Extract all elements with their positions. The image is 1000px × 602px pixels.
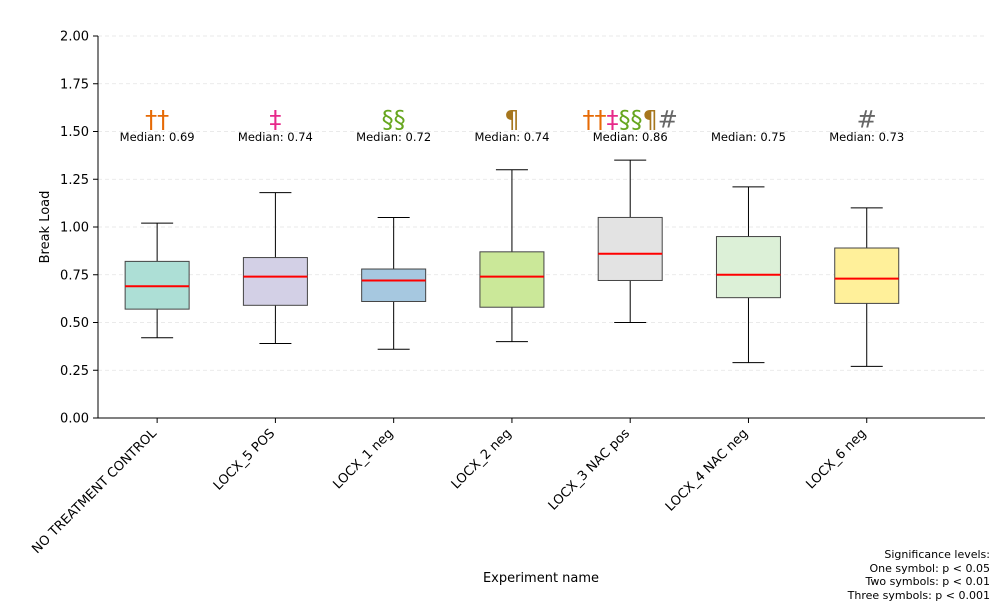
significance-markers: # xyxy=(857,106,877,134)
significance-markers: ††‡§§¶# xyxy=(583,106,678,134)
box xyxy=(835,248,899,303)
significance-marker: §§ xyxy=(619,106,643,134)
box xyxy=(243,258,307,306)
significance-title: Significance levels: xyxy=(740,548,990,562)
y-tick-label: 1.50 xyxy=(60,125,89,140)
x-axis-label: Experiment name xyxy=(483,571,599,586)
significance-marker: ¶ xyxy=(643,106,658,134)
x-tick-label: LOCX_3 NAC pos xyxy=(546,426,633,513)
significance-markers: ‡ xyxy=(269,106,281,134)
y-tick-label: 0.75 xyxy=(60,268,89,283)
box xyxy=(716,237,780,298)
box-group xyxy=(362,217,426,349)
y-tick-label: 0.25 xyxy=(60,364,89,379)
x-tick-label: LOCX_1 neg xyxy=(330,426,396,492)
y-tick-label: 2.00 xyxy=(60,30,89,45)
box xyxy=(362,269,426,301)
box-group xyxy=(243,193,307,344)
y-tick-label: 1.25 xyxy=(60,173,89,188)
y-tick-label: 0.00 xyxy=(60,412,89,427)
grid-lines xyxy=(98,36,985,418)
x-tick-label: LOCX_6 neg xyxy=(804,426,870,492)
significance-marker: ‡ xyxy=(607,106,619,134)
y-tick-label: 1.00 xyxy=(60,221,89,236)
significance-markers: §§ xyxy=(382,106,406,134)
significance-two: Two symbols: p < 0.01 xyxy=(740,575,990,589)
box xyxy=(598,217,662,280)
box-group xyxy=(480,170,544,342)
x-tick-label: LOCX_2 neg xyxy=(449,426,515,492)
significance-marker: # xyxy=(658,106,678,134)
significance-marker: †† xyxy=(145,106,169,134)
y-axis-label: Break Load xyxy=(38,191,53,264)
significance-markers: †† xyxy=(145,106,169,134)
significance-markers: ¶ xyxy=(504,106,519,134)
y-tick-label: 0.50 xyxy=(60,316,89,331)
box xyxy=(480,252,544,307)
y-tick-label: 1.75 xyxy=(60,77,89,92)
significance-marker: §§ xyxy=(382,106,406,134)
box-series xyxy=(125,160,899,366)
significance-marker: # xyxy=(857,106,877,134)
significance-marker: ¶ xyxy=(504,106,519,134)
significance-marker: ‡ xyxy=(269,106,281,134)
significance-marker: †† xyxy=(583,106,607,134)
box-group xyxy=(598,160,662,322)
significance-one: One symbol: p < 0.05 xyxy=(740,562,990,576)
x-tick-label: NO TREATMENT CONTROL xyxy=(29,426,160,557)
median-annotation: Median: 0.75 xyxy=(711,130,786,144)
annotations: Median: 0.69††Median: 0.74‡Median: 0.72§… xyxy=(120,106,905,144)
x-tick-label: LOCX_5 POS xyxy=(211,426,278,493)
x-tick-label: LOCX_4 NAC neg xyxy=(663,426,751,514)
significance-legend: Significance levels: One symbol: p < 0.0… xyxy=(740,548,990,602)
box-group xyxy=(835,208,899,367)
box-group xyxy=(125,223,189,338)
box-group xyxy=(716,187,780,363)
